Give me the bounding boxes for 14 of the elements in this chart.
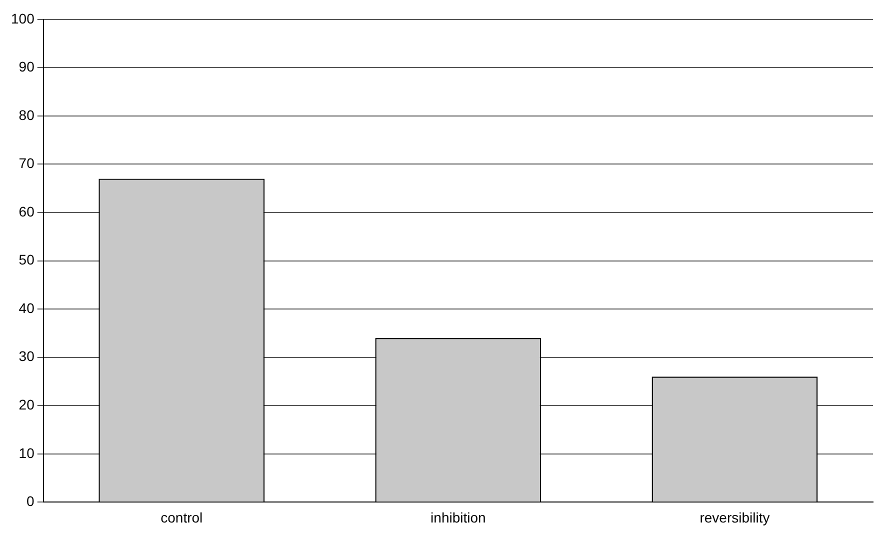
y-tick-label: 70 [18,155,35,172]
y-tick-label: 90 [18,58,35,75]
y-tick-label: 10 [18,444,35,461]
y-tick-label: 40 [18,300,35,316]
y-tick-label: 50 [18,252,35,268]
x-tick-label: inhibition [430,509,486,526]
y-tick-label: 0 [26,493,35,510]
x-tick-label: control [160,509,203,526]
y-tick-label: 30 [18,348,35,364]
y-tick-label: 80 [18,106,35,123]
x-tick-label: reversibility [700,509,770,526]
y-tick-label: 100 [11,10,35,26]
y-tick-label: 20 [18,396,35,412]
y-tick-label: 60 [18,203,35,220]
